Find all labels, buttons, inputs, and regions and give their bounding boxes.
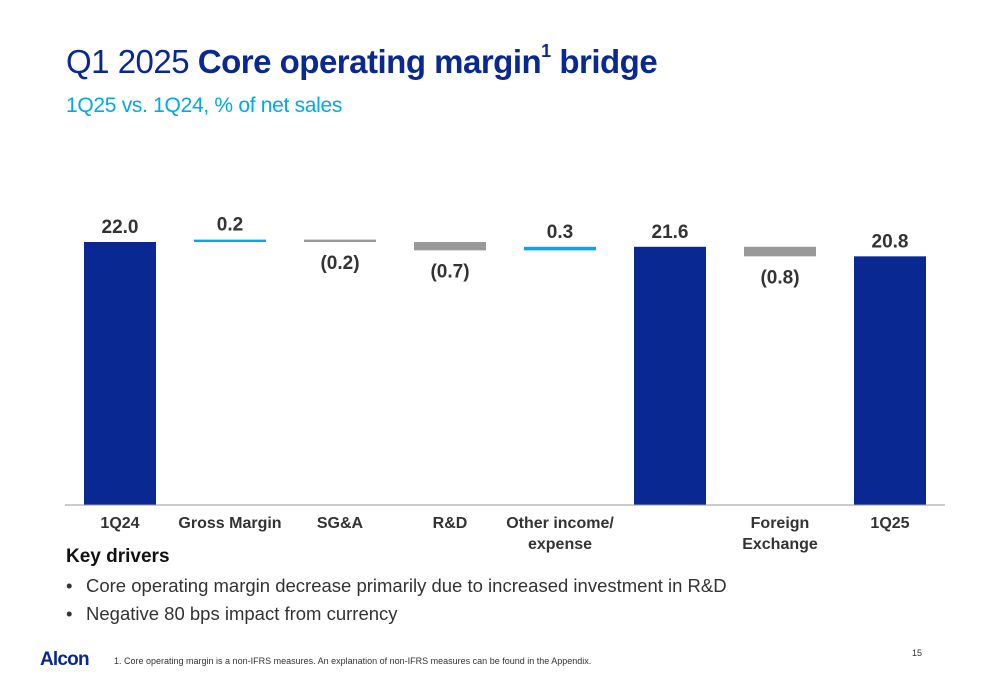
chart-bar: [84, 242, 156, 505]
chart-bar: [194, 239, 266, 242]
chart-bar: [634, 246, 706, 506]
data-label: 22.0: [102, 217, 139, 238]
key-driver-text: Core operating margin decrease primarily…: [86, 575, 727, 596]
data-label: 0.3: [547, 222, 573, 243]
data-label: (0.7): [430, 261, 469, 282]
data-label: (0.8): [760, 267, 799, 288]
category-label: Gross Margin: [178, 515, 281, 532]
key-driver-item: • Core operating margin decrease primaril…: [66, 575, 727, 596]
category-label: Exchange: [742, 536, 818, 553]
footnote: 1. Core operating margin is a non-IFRS m…: [114, 656, 592, 666]
page-title: Q1 2025 Core operating margin1 bridge: [66, 41, 658, 80]
key-drivers-list: • Core operating margin decrease primaril…: [66, 572, 727, 628]
chart-bar: [744, 246, 816, 257]
category-label: 1Q25: [870, 515, 909, 532]
category-label: 1Q24: [100, 515, 139, 532]
alcon-logo: Alcon: [40, 649, 90, 670]
page-number: 15: [912, 648, 923, 658]
data-label: (0.2): [320, 253, 359, 274]
title-prefix: Q1 2025: [66, 43, 190, 80]
title-suffix: bridge: [559, 43, 658, 80]
key-driver-text: Negative 80 bps impact from currency: [86, 603, 398, 624]
category-label: expense: [528, 536, 592, 553]
key-drivers-title: Key drivers: [66, 546, 170, 567]
chart-bar: [524, 246, 596, 251]
data-label: 21.6: [652, 222, 689, 243]
chart-bar: [414, 242, 486, 251]
category-label: R&D: [433, 515, 468, 532]
category-label: Foreign: [751, 515, 810, 532]
chart-bar: [304, 239, 376, 242]
title-superscript: 1: [541, 41, 551, 61]
data-label: 0.2: [217, 215, 243, 236]
category-label: SG&A: [317, 515, 364, 532]
key-driver-item: • Negative 80 bps impact from currency: [66, 603, 398, 624]
waterfall-chart: 22.0 1Q24 0.2 Gross Margin (0.2) SG&A (0.7) R&D…: [65, 215, 945, 553]
chart-bar: [854, 256, 926, 505]
category-label: Other income/: [506, 515, 614, 532]
title-bold: Core operating margin: [197, 43, 542, 80]
data-label: 20.8: [872, 231, 909, 252]
page-subtitle: 1Q25 vs. 1Q24, % of net sales: [66, 94, 343, 117]
